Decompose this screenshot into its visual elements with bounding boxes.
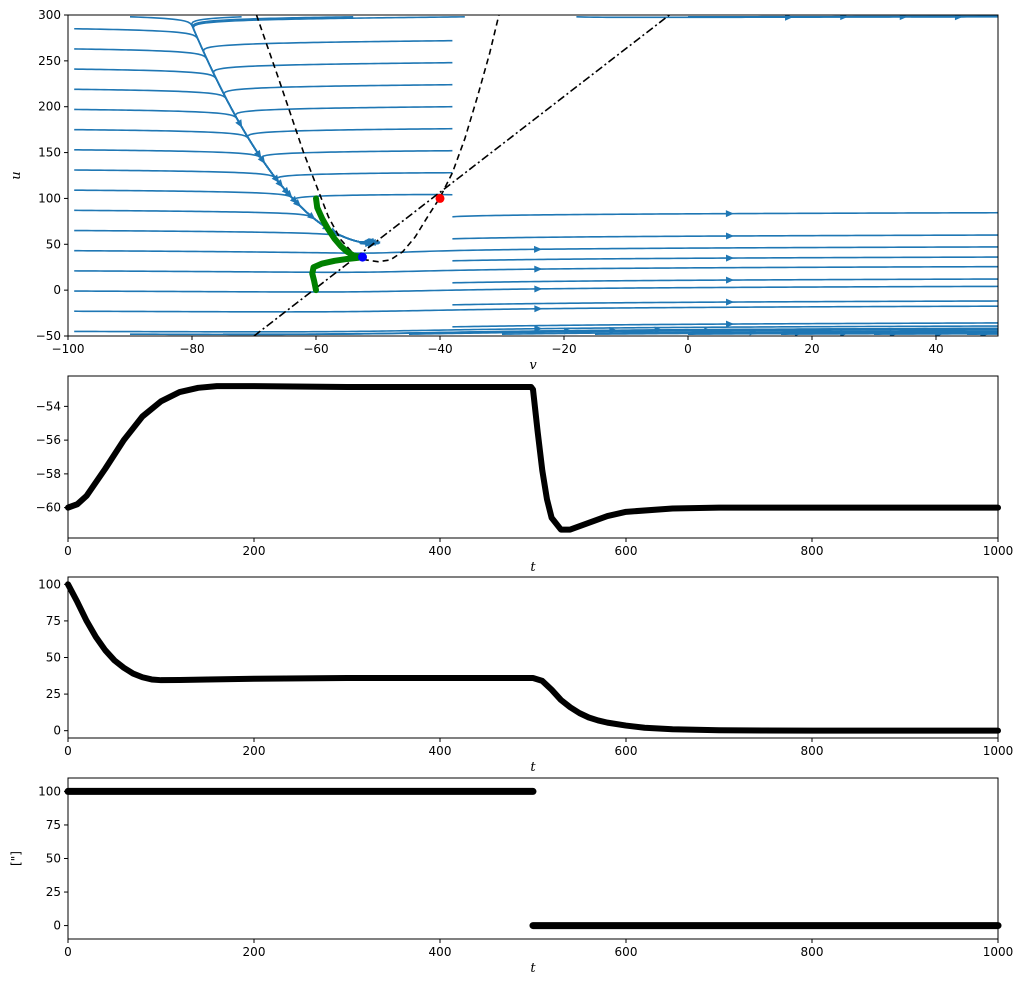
stream-arrow-46 — [899, 15, 908, 21]
streamline-29 — [202, 39, 453, 245]
x-axis-label-u_t: t — [530, 760, 536, 775]
stream-arrow-4 — [534, 245, 543, 253]
y-tick-label-phase-3: 100 — [38, 191, 61, 205]
x-tick-label-phase-1: −80 — [179, 342, 204, 356]
y-tick-label-v_t-0: −60 — [36, 501, 61, 515]
axes-I_t: 0 200 400 600 800 1000 0 25 50 75 100 t ["] — [9, 784, 1013, 976]
fixed-point-0 — [358, 252, 367, 262]
y-tick-label-v_t-1: −58 — [36, 467, 61, 481]
x-tick-label-phase-7: 40 — [928, 342, 943, 356]
y-tick-label-phase-0: −50 — [36, 329, 61, 343]
x-axis-label-phase: v — [529, 358, 537, 373]
streamline-12 — [74, 88, 377, 245]
y-tick-label-phase-2: 50 — [46, 237, 61, 251]
y-axis-label-phase: u — [9, 171, 24, 179]
stream-arrow-20 — [725, 232, 735, 240]
x-tick-label-u_t-3: 600 — [615, 744, 638, 758]
y-tick-label-phase-6: 250 — [38, 54, 61, 68]
x-tick-label-I_t-5: 1000 — [983, 945, 1014, 959]
x-tick-label-u_t-1: 200 — [243, 744, 266, 758]
y-tick-label-u_t-3: 75 — [46, 614, 61, 628]
frame-u_t — [67, 576, 999, 739]
x-tick-label-u_t-5: 1000 — [983, 744, 1014, 758]
y-tick-label-u_t-1: 25 — [46, 687, 61, 701]
axes-u_t: 0 200 400 600 800 1000 0 25 50 75 100 t — [38, 577, 1013, 775]
x-tick-label-phase-3: −40 — [427, 342, 452, 356]
x-tick-label-phase-4: −20 — [551, 342, 576, 356]
stream-arrow-1 — [534, 305, 543, 313]
x-tick-label-v_t-2: 400 — [429, 544, 452, 558]
streamline-14 — [74, 48, 380, 245]
u-nullcline — [253, 15, 670, 336]
frame-I_t — [67, 777, 999, 940]
x-tick-label-phase-5: 0 — [684, 342, 692, 356]
y-tick-label-I_t-4: 100 — [38, 784, 61, 798]
fixed-point-1 — [435, 193, 445, 203]
stream-arrow-3 — [534, 265, 543, 273]
x-tick-label-phase-6: 20 — [804, 342, 819, 356]
v-nullcline — [255, 15, 500, 263]
stream-arrow-17 — [726, 298, 735, 306]
streamline-6 — [74, 209, 377, 245]
x-axis-label-I_t: t — [530, 961, 536, 976]
axes-phase: −100 −80 −60 −40 −20 0 20 40 −50 0 50 100 150 200 250 3… — [9, 8, 944, 373]
y-tick-label-I_t-2: 50 — [46, 852, 61, 866]
y-tick-label-u_t-0: 0 — [53, 724, 61, 738]
y-tick-label-u_t-2: 50 — [46, 651, 61, 665]
stream-arrow-2 — [534, 285, 543, 293]
axes-v_t: 0 200 400 600 800 1000 −60 −58 −56 −54 t — [36, 399, 1014, 575]
stream-arrow-47 — [954, 15, 963, 21]
y-tick-label-I_t-0: 0 — [53, 919, 61, 933]
stream-arrow-16 — [726, 320, 735, 328]
y-tick-label-phase-1: 0 — [53, 283, 61, 297]
stream-arrow-43 — [235, 119, 243, 128]
y-tick-label-phase-5: 200 — [38, 100, 61, 114]
y-tick-label-I_t-3: 75 — [46, 818, 61, 832]
x-tick-label-u_t-4: 800 — [801, 744, 824, 758]
y-tick-label-v_t-3: −54 — [36, 399, 61, 413]
y-axis-label-I_t: ["] — [9, 851, 23, 866]
x-tick-label-I_t-0: 0 — [64, 945, 72, 959]
x-tick-label-v_t-5: 1000 — [983, 544, 1014, 558]
stream-arrow-21 — [725, 210, 734, 218]
x-tick-label-phase-2: −60 — [303, 342, 328, 356]
y-tick-label-v_t-2: −56 — [36, 433, 61, 447]
x-tick-label-v_t-4: 800 — [801, 544, 824, 558]
y-tick-label-phase-7: 300 — [38, 8, 61, 22]
x-tick-label-I_t-2: 400 — [429, 945, 452, 959]
x-tick-label-I_t-3: 600 — [615, 945, 638, 959]
x-tick-label-u_t-0: 0 — [64, 744, 72, 758]
x-axis-label-v_t: t — [530, 560, 536, 575]
x-tick-label-I_t-1: 200 — [243, 945, 266, 959]
y-tick-label-I_t-1: 25 — [46, 885, 61, 899]
x-tick-label-v_t-3: 600 — [615, 544, 638, 558]
streamline-28 — [212, 61, 453, 245]
x-tick-label-phase-0: −100 — [52, 342, 85, 356]
y-tick-label-phase-4: 150 — [38, 146, 61, 160]
x-tick-label-v_t-0: 0 — [64, 544, 72, 558]
trajectory — [309, 195, 366, 294]
frame-v_t — [67, 375, 999, 539]
stream-arrow-18 — [726, 276, 735, 284]
series-line-v_t — [65, 383, 1001, 533]
phase-plot-area — [74, 15, 998, 336]
x-tick-label-v_t-1: 200 — [243, 544, 266, 558]
y-tick-label-u_t-4: 100 — [38, 577, 61, 591]
series-line-u_t — [65, 581, 1001, 734]
stream-arrow-19 — [726, 254, 735, 262]
frame-phase — [67, 14, 999, 337]
x-tick-label-u_t-2: 400 — [429, 744, 452, 758]
x-tick-label-I_t-4: 800 — [801, 945, 824, 959]
